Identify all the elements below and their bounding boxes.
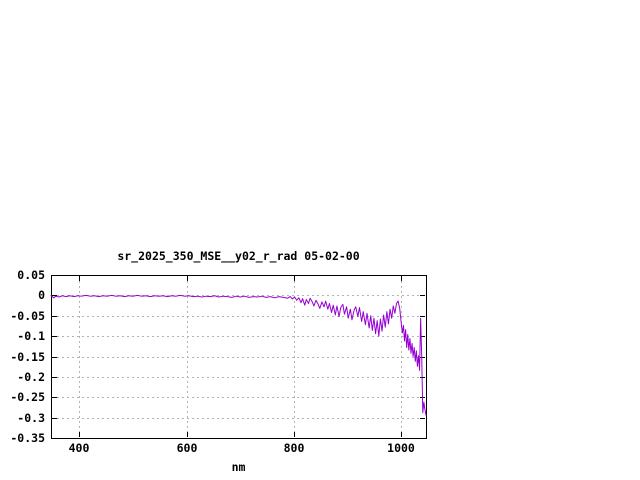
data-line xyxy=(50,294,427,416)
y-tick-label: 0 xyxy=(38,288,45,302)
plot-border xyxy=(51,275,427,439)
y-tick-label: 0.05 xyxy=(17,268,45,282)
y-tick-label: -0.3 xyxy=(17,411,45,425)
y-tick-label: -0.25 xyxy=(10,390,45,404)
x-tick-label: 600 xyxy=(176,441,198,455)
x-tick-label: 400 xyxy=(68,441,90,455)
x-tick-label: 800 xyxy=(283,441,305,455)
chart-title: sr_2025_350_MSE__y02_r_rad 05-02-00 xyxy=(117,249,360,263)
y-tick-label: -0.1 xyxy=(17,329,45,343)
y-tick-label: -0.15 xyxy=(10,350,45,364)
y-tick-label: -0.05 xyxy=(10,309,45,323)
x-tick-label: 1000 xyxy=(387,441,415,455)
x-axis-label: nm xyxy=(231,460,246,474)
y-tick-label: -0.35 xyxy=(10,431,45,445)
y-tick-label: -0.2 xyxy=(17,370,45,384)
